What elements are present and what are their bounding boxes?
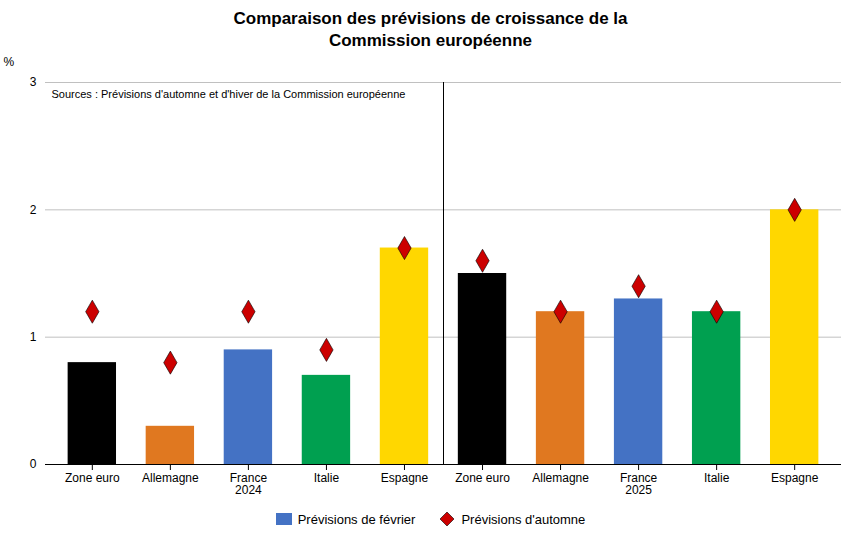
svg-text:3: 3 — [30, 76, 37, 90]
svg-text:France2025: France2025 — [620, 471, 658, 497]
svg-text:France2024: France2024 — [230, 471, 268, 497]
html-text:Prévisions d'automne: Prévisions d'automne — [461, 511, 586, 527]
svg-text:Allemagne: Allemagne — [142, 471, 199, 485]
html-text:Prévisions de février: Prévisions de février — [297, 511, 416, 527]
svg-text:Italie: Italie — [704, 471, 730, 485]
svg-text:0: 0 — [30, 458, 37, 472]
svg-text:Sources : Prévisions d'automne: Sources : Prévisions d'automne et d'hive… — [52, 88, 406, 100]
svg-text:Italie: Italie — [314, 471, 340, 485]
svg-text:Zone euro: Zone euro — [65, 471, 120, 485]
svg-text:1: 1 — [30, 330, 37, 344]
svg-text:Espagne: Espagne — [381, 471, 429, 485]
svg-text:Espagne: Espagne — [771, 471, 819, 485]
svg-text:Zone euro: Zone euro — [455, 471, 510, 485]
svg-text:2: 2 — [30, 203, 37, 217]
html-text:Comparaison des prévisions de: Comparaison des prévisions de croissance… — [233, 9, 628, 51]
svg-text:Allemagne: Allemagne — [532, 471, 589, 485]
svg-text:%: % — [4, 55, 15, 69]
